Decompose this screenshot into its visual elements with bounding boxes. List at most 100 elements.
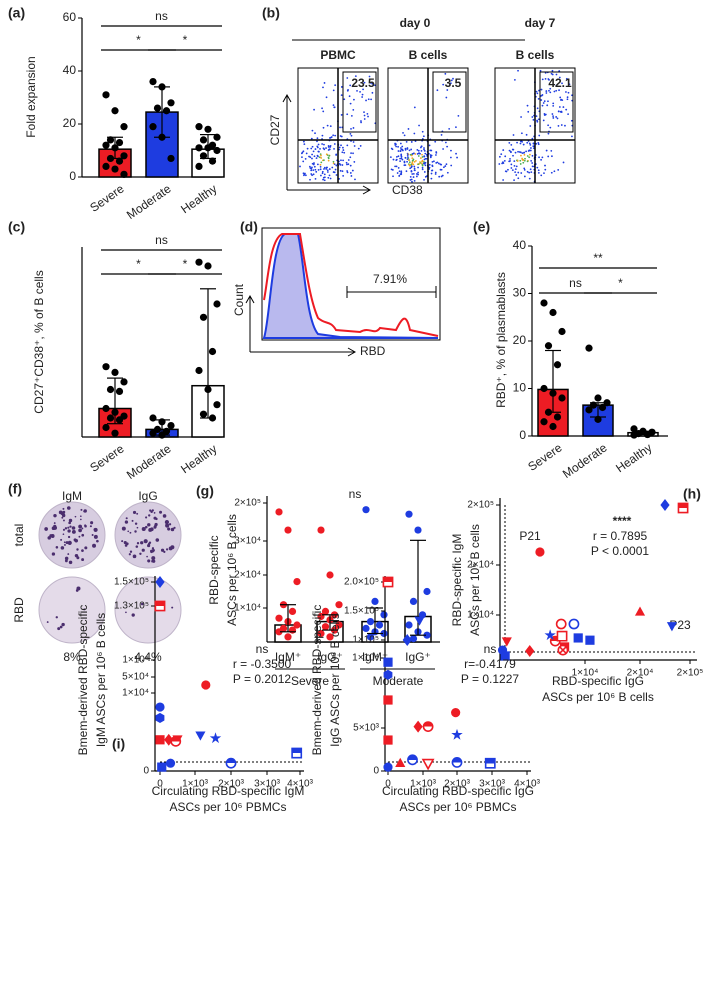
event	[519, 142, 522, 145]
spot	[78, 535, 81, 538]
spot	[125, 517, 128, 520]
event	[545, 90, 548, 92]
y-tick-label: 5×10⁴	[122, 672, 149, 683]
event	[529, 125, 532, 127]
event	[522, 161, 525, 164]
event	[346, 163, 348, 166]
event	[540, 88, 543, 91]
event	[409, 167, 412, 170]
event	[444, 141, 447, 144]
dot	[598, 403, 607, 412]
event	[315, 157, 318, 160]
point	[382, 576, 394, 588]
spot	[67, 529, 71, 533]
event	[411, 157, 414, 160]
event	[325, 96, 328, 99]
dot	[288, 607, 297, 616]
event	[413, 152, 415, 155]
panel-label: (g)	[196, 483, 214, 499]
event	[331, 166, 334, 169]
event	[408, 149, 411, 152]
x-tick-label: IgM⁺	[275, 650, 301, 664]
event	[442, 148, 444, 150]
spot	[63, 541, 66, 544]
event	[537, 97, 540, 100]
dot	[102, 423, 110, 432]
event	[543, 113, 546, 115]
event	[523, 175, 526, 178]
axis-arrow	[282, 93, 372, 195]
event	[369, 81, 372, 84]
dot	[585, 344, 593, 352]
event	[313, 162, 315, 164]
significance: ns	[155, 233, 168, 247]
event	[445, 96, 448, 99]
point	[660, 499, 670, 511]
dot	[630, 431, 638, 439]
event	[327, 157, 330, 160]
event	[423, 162, 426, 165]
axis-label: Count	[232, 283, 246, 316]
event	[557, 169, 560, 171]
y-axis-label: RBD-specific	[207, 535, 221, 604]
point	[395, 757, 406, 767]
x-tick-label: 3×10³	[479, 779, 506, 790]
annotation: P < 0.0001	[591, 544, 649, 558]
event	[354, 178, 356, 181]
event	[340, 144, 342, 147]
event	[416, 148, 419, 151]
dot	[199, 136, 208, 144]
event	[520, 172, 523, 174]
event	[437, 162, 440, 165]
event	[326, 171, 329, 173]
dot	[293, 621, 301, 629]
panel-label: (i)	[112, 736, 125, 752]
event	[423, 178, 425, 181]
dot	[167, 99, 175, 107]
event	[400, 170, 403, 173]
event	[328, 154, 331, 157]
event	[363, 118, 366, 120]
spot	[61, 622, 65, 627]
spot	[124, 544, 128, 547]
event	[406, 156, 409, 158]
event	[544, 164, 546, 167]
event	[421, 168, 424, 171]
dot	[199, 410, 208, 418]
event	[334, 134, 337, 137]
spot	[171, 606, 174, 609]
dot	[102, 162, 110, 170]
event	[536, 166, 539, 169]
event	[327, 146, 330, 148]
event	[353, 145, 356, 147]
event	[418, 124, 420, 127]
event	[401, 145, 404, 148]
x-tick-label: 4×10³	[287, 779, 314, 790]
population: PBMC	[320, 48, 356, 62]
annotation: r = -0.3500	[233, 657, 292, 671]
event	[552, 115, 554, 118]
event	[346, 144, 349, 147]
event	[323, 143, 325, 146]
event	[317, 143, 320, 146]
y-axis-label: Fold expansion	[24, 56, 38, 137]
event	[350, 114, 353, 117]
spot	[128, 553, 131, 556]
event	[419, 157, 422, 159]
event	[530, 147, 532, 149]
point	[155, 712, 165, 723]
dot	[195, 366, 203, 375]
event	[398, 174, 401, 177]
event	[450, 79, 453, 82]
point	[155, 702, 165, 712]
event	[397, 150, 400, 152]
point	[451, 707, 461, 718]
event	[445, 163, 448, 166]
event	[415, 160, 417, 162]
event	[513, 160, 516, 163]
event	[390, 147, 393, 150]
event	[507, 168, 509, 171]
dot	[585, 406, 593, 414]
event	[565, 77, 568, 80]
panel-label: (f)	[8, 481, 22, 497]
